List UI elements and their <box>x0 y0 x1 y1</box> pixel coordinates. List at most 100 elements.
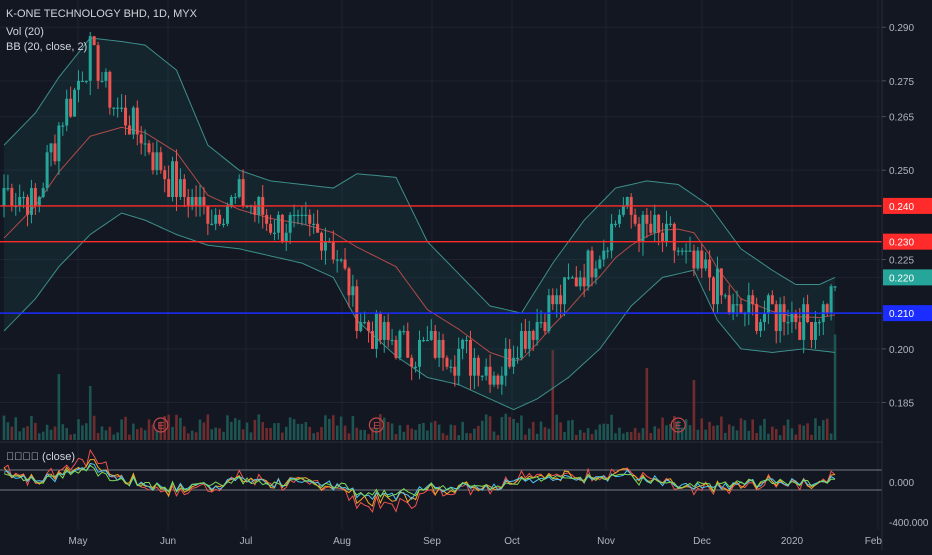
candle-body <box>672 223 676 251</box>
volume-bar <box>163 416 167 440</box>
volume-bar <box>735 430 739 440</box>
volume-bar <box>339 416 343 440</box>
volume-bar <box>625 432 629 440</box>
volume-bar <box>296 423 300 440</box>
volume-bar <box>751 419 755 440</box>
x-tick-label: Dec <box>693 536 711 547</box>
candle-body <box>280 214 284 242</box>
candle-body <box>621 205 625 215</box>
volume-bar <box>457 435 461 440</box>
volume-bar <box>210 429 214 440</box>
candle-body <box>316 223 320 233</box>
earnings-marker-label: E <box>675 421 682 432</box>
volume-bar <box>786 419 790 440</box>
volume-bar <box>547 428 551 440</box>
volume-bar <box>218 428 221 440</box>
volume-bar <box>453 425 457 440</box>
volume-legend[interactable]: Vol (20) <box>6 26 44 38</box>
candle-body <box>84 80 88 83</box>
candle-body <box>825 304 829 314</box>
volume-bar <box>469 433 472 440</box>
volume-bar <box>614 433 617 440</box>
candle-body <box>566 277 570 279</box>
candle-body <box>523 331 527 349</box>
earnings-marker-label: E <box>373 421 380 432</box>
candle-body <box>770 295 774 305</box>
volume-bar <box>406 424 410 440</box>
candle-body <box>135 107 139 135</box>
candle-body <box>73 89 77 117</box>
volume-bar <box>226 415 229 440</box>
volume-bar <box>69 434 72 440</box>
candle-body <box>700 250 704 269</box>
volume-bar <box>328 418 331 440</box>
candle-body <box>453 366 457 376</box>
candle-body <box>492 375 496 385</box>
candle-body <box>2 188 6 206</box>
volume-bar <box>480 420 484 440</box>
volume-bar <box>159 421 163 440</box>
candle-body <box>559 295 563 305</box>
candle-body <box>735 304 739 306</box>
candle-body <box>418 339 422 367</box>
volume-bar <box>449 424 453 440</box>
last-price-label: 0.220 <box>889 273 914 284</box>
volume-bar <box>688 425 692 440</box>
volume-bar <box>833 334 837 440</box>
x-tick-label: May <box>69 536 88 547</box>
volume-bar <box>492 431 496 440</box>
volume-bar <box>198 419 202 440</box>
candle-body <box>394 339 398 358</box>
volume-bar <box>543 427 547 440</box>
candle-body <box>680 250 684 252</box>
volume-bar <box>53 426 57 440</box>
volume-bar <box>708 421 711 440</box>
volume-bar <box>30 415 33 440</box>
candle-body <box>508 348 512 367</box>
volume-bar <box>676 420 680 440</box>
candle-body <box>798 322 802 340</box>
volume-bar <box>477 425 480 440</box>
volume-bar <box>135 429 139 440</box>
candle-body <box>406 331 410 358</box>
last-price-tag <box>883 269 932 286</box>
volume-bar <box>10 426 14 440</box>
bollinger-legend[interactable]: BB (20, close, 2) <box>6 41 88 53</box>
candle-body <box>762 313 766 323</box>
volume-bar <box>645 368 649 440</box>
candle-body <box>535 322 539 340</box>
volume-bar <box>316 432 319 440</box>
volume-bar <box>104 430 108 440</box>
candle-body <box>210 223 214 225</box>
candle-body <box>116 107 120 109</box>
volume-bar <box>731 426 735 440</box>
volume-bar <box>418 423 421 440</box>
candle-body <box>704 259 708 269</box>
candle-body <box>104 71 108 81</box>
volume-bar <box>186 433 190 440</box>
volume-bar <box>810 434 813 440</box>
volume-bar <box>814 418 817 440</box>
candle-body <box>614 223 618 225</box>
volume-bar <box>488 416 492 440</box>
oscillator-legend[interactable]:      (close) <box>6 451 76 463</box>
level-price-label: 0.210 <box>889 309 914 320</box>
x-tick-label: Jul <box>240 536 253 547</box>
volume-bar <box>206 414 210 440</box>
volume-bar <box>351 416 355 440</box>
x-tick-label: Jun <box>160 536 176 547</box>
candle-body <box>578 277 582 287</box>
volume-bar <box>484 414 488 440</box>
volume-bar <box>347 433 351 440</box>
candle-body <box>359 322 363 331</box>
candle-body <box>641 214 645 242</box>
volume-bar <box>727 424 731 440</box>
candle-body <box>10 188 14 206</box>
volume-bar <box>527 428 531 440</box>
candle-body <box>425 339 429 342</box>
volume-bar <box>802 425 805 440</box>
y-tick-label: 0.185 <box>889 398 914 409</box>
volume-bar <box>516 422 519 440</box>
